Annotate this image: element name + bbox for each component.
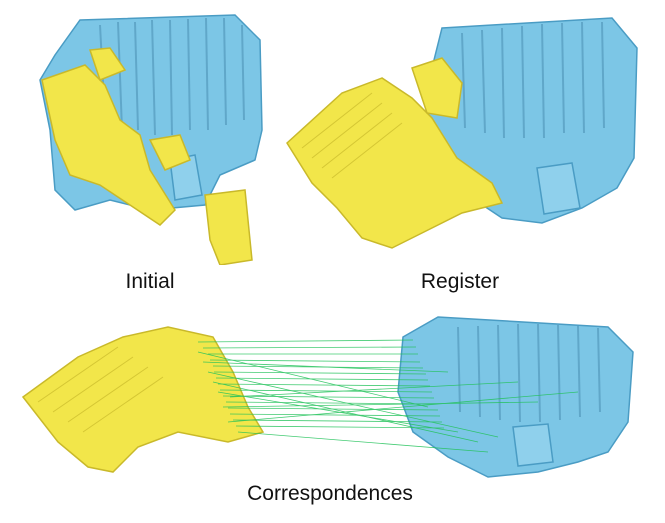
correspondences-scene-image — [21, 316, 634, 478]
correspondences-source-cloud — [21, 326, 265, 473]
correspondences-panel — [18, 312, 646, 482]
register-scene-image — [286, 17, 638, 249]
register-panel — [282, 8, 642, 253]
correspondences-caption: Correspondences — [247, 482, 413, 505]
initial-scene-image — [39, 14, 263, 265]
initial-source-cloud — [41, 47, 253, 265]
correspondence-lines — [197, 339, 579, 453]
initial-panel — [30, 10, 280, 265]
register-caption: Register — [420, 270, 500, 293]
initial-caption: Initial — [125, 270, 175, 293]
register-source-cloud — [286, 57, 504, 249]
